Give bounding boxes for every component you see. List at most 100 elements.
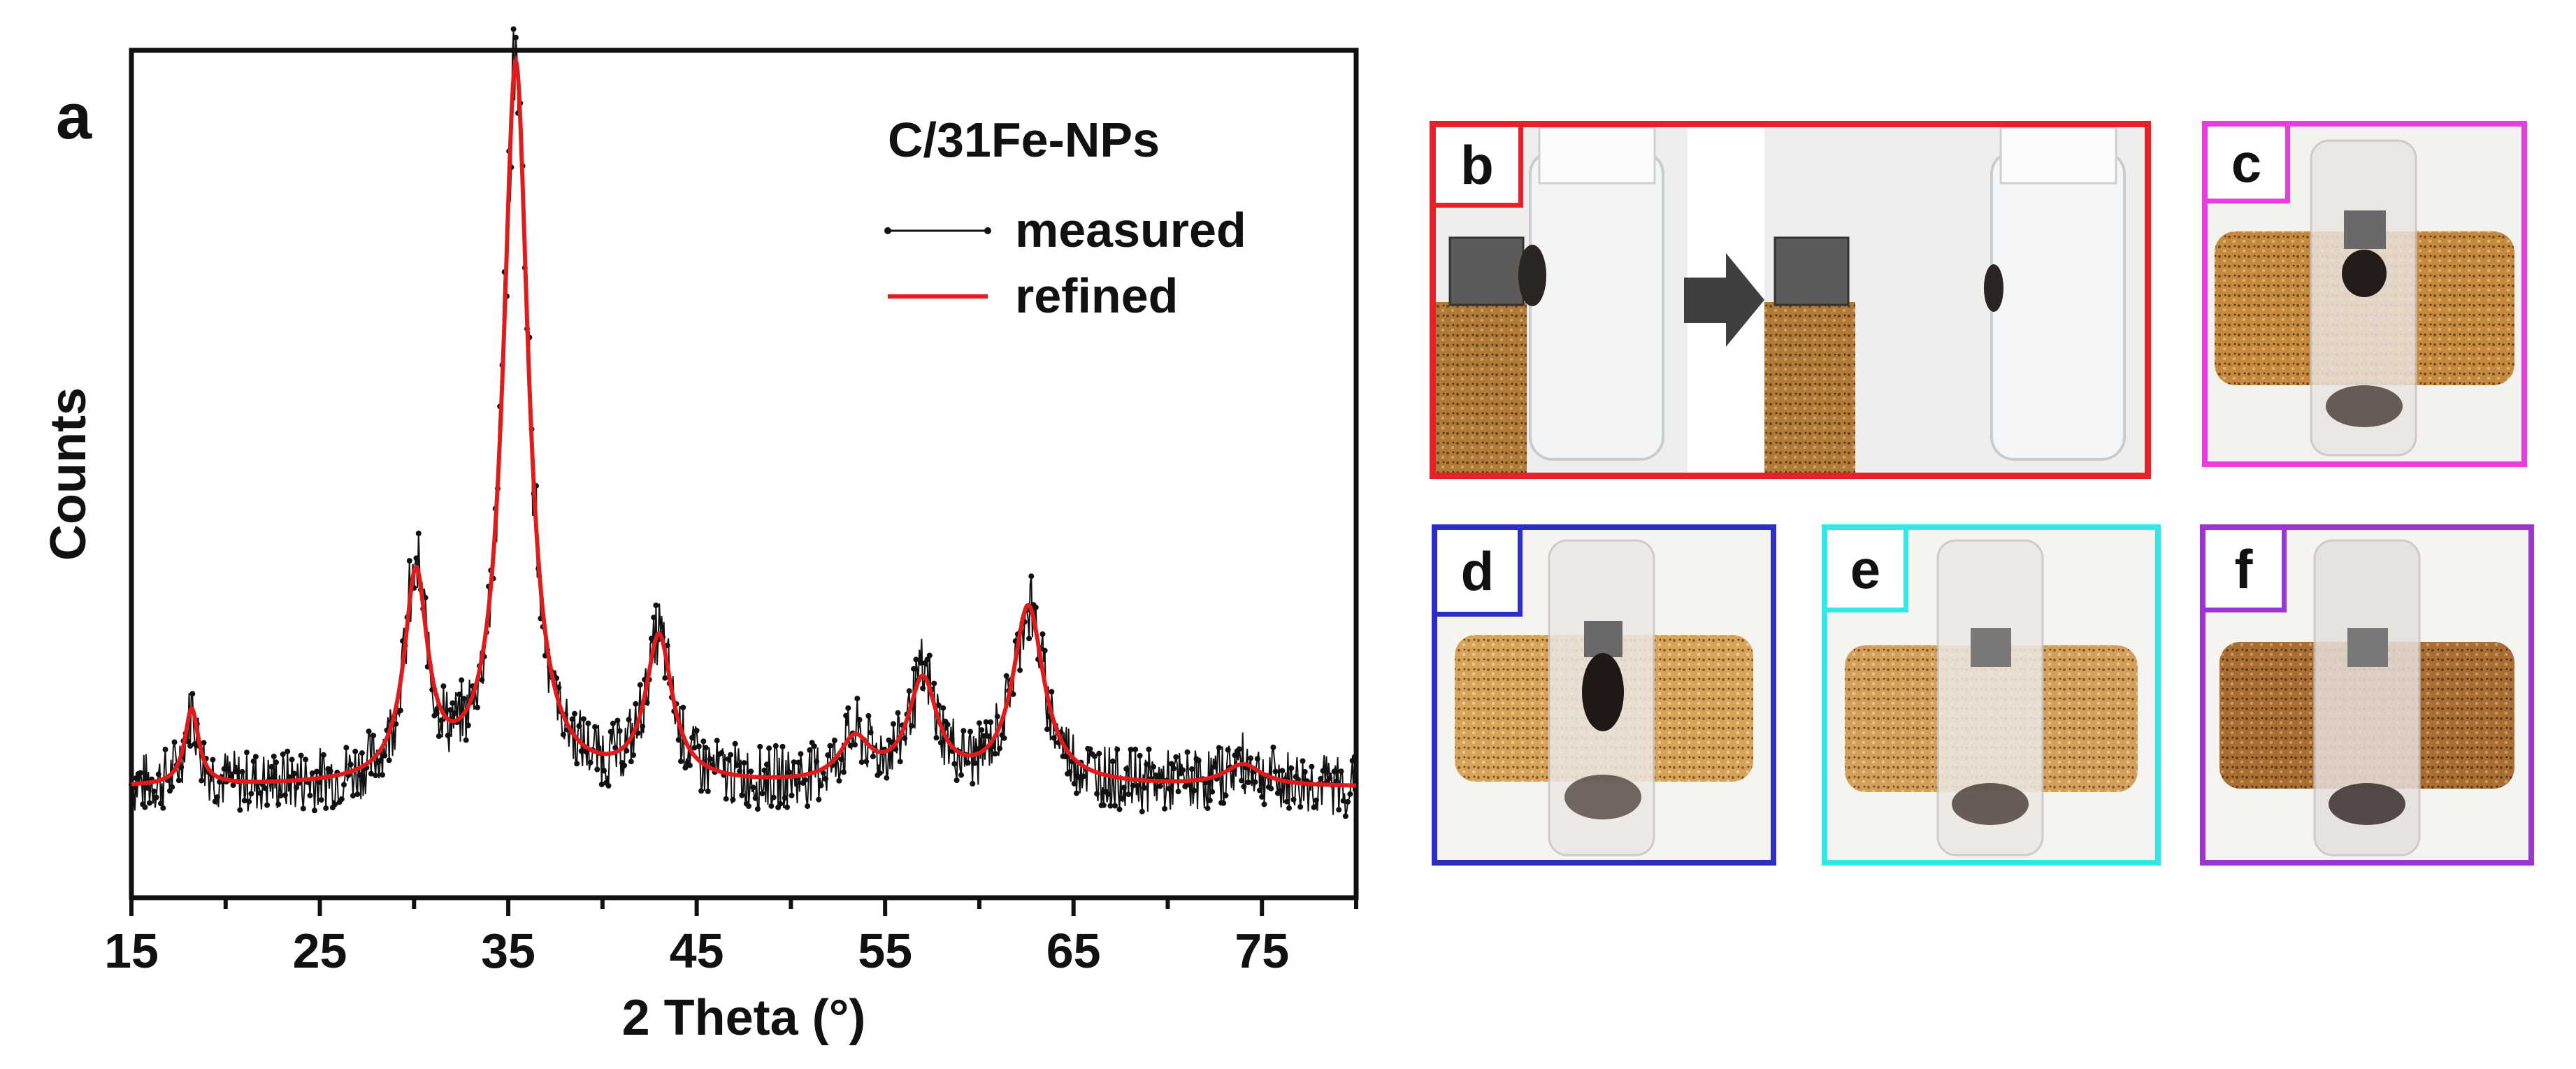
measured-point	[698, 788, 705, 794]
measured-point	[908, 723, 914, 729]
measured-point	[1211, 763, 1218, 770]
measured-point	[818, 782, 824, 789]
measured-point	[598, 782, 605, 787]
photo-panel-f: f	[2200, 524, 2534, 866]
measured-point	[779, 743, 786, 749]
measured-point	[327, 768, 333, 774]
measured-point	[264, 802, 271, 808]
measured-point	[155, 771, 161, 777]
measured-point	[784, 804, 790, 810]
measured-point	[406, 558, 412, 564]
measured-point	[133, 775, 139, 782]
measured-point	[1042, 647, 1048, 654]
measured-point	[607, 729, 614, 735]
measured-point	[210, 756, 216, 763]
measured-point	[1207, 797, 1213, 803]
measured-point	[201, 740, 207, 746]
measured-point	[1347, 791, 1353, 797]
measured-point	[823, 776, 828, 782]
measured-point	[354, 791, 361, 798]
measured-point	[239, 768, 245, 775]
measured-point	[261, 785, 268, 791]
measured-point	[1107, 803, 1114, 809]
measured-point	[1175, 789, 1181, 795]
vial-cork-photo-icon	[1437, 530, 1771, 860]
measured-point	[1080, 773, 1086, 780]
measured-point	[1114, 746, 1121, 752]
measured-point	[1257, 787, 1262, 794]
measured-point	[312, 808, 317, 814]
measured-point	[714, 738, 720, 744]
measured-point	[273, 759, 279, 766]
measured-point	[192, 741, 198, 747]
measured-point	[300, 805, 306, 812]
measured-point	[920, 685, 926, 691]
measured-point	[316, 779, 322, 785]
measured-point	[1186, 782, 1193, 788]
measured-point	[230, 782, 236, 788]
measured-point	[967, 729, 973, 735]
measured-point	[280, 751, 286, 757]
measured-point	[1270, 745, 1276, 750]
measured-point	[757, 743, 763, 749]
measured-point	[1151, 763, 1156, 770]
measured-point	[1125, 791, 1132, 798]
measured-point	[802, 777, 808, 783]
measured-point	[1338, 768, 1344, 775]
measured-point	[1327, 775, 1333, 782]
measured-point	[1286, 805, 1292, 811]
panel-label-c: c	[2208, 127, 2290, 203]
measured-point	[298, 752, 304, 759]
measured-point	[382, 752, 388, 759]
measured-point	[624, 747, 630, 754]
legend: measured refined	[884, 203, 1246, 323]
panel-label-e: e	[1827, 530, 1908, 612]
measured-point	[1216, 745, 1222, 751]
panel-label-f: f	[2206, 530, 2287, 612]
measured-point	[979, 727, 985, 733]
measured-point	[854, 696, 861, 702]
measured-point	[343, 745, 350, 751]
measured-point	[891, 721, 896, 727]
measured-point	[725, 756, 731, 762]
measured-point	[911, 666, 917, 672]
measured-point	[151, 788, 157, 794]
measured-point	[178, 764, 185, 770]
measured-point	[951, 761, 958, 767]
measured-point	[748, 768, 754, 775]
measured-point	[587, 759, 593, 766]
measured-point	[766, 745, 772, 752]
measured-point	[870, 754, 876, 759]
measured-point	[438, 717, 445, 724]
measured-point	[637, 682, 643, 688]
measured-point	[805, 803, 811, 810]
measured-point	[1132, 746, 1139, 752]
measured-point	[976, 720, 982, 726]
measured-point	[913, 657, 919, 663]
measured-point	[741, 760, 747, 766]
measured-point	[237, 807, 243, 813]
measured-point	[1225, 747, 1231, 753]
y-axis-label: Counts	[41, 387, 96, 561]
measured-point	[252, 754, 259, 760]
measured-point	[1252, 779, 1258, 785]
measured-point	[1067, 769, 1073, 775]
measured-point	[1128, 747, 1134, 753]
measured-point	[246, 798, 252, 805]
measured-point	[1191, 787, 1197, 794]
measured-point	[1076, 774, 1082, 780]
measured-point	[1094, 791, 1100, 797]
measured-point	[605, 782, 612, 789]
measured-point	[142, 804, 148, 810]
measured-point	[1245, 780, 1251, 785]
measured-point	[992, 751, 998, 757]
measured-point	[631, 752, 637, 758]
measured-point	[1313, 797, 1319, 803]
measured-point	[1100, 802, 1107, 808]
measured-point	[1268, 785, 1274, 791]
x-tick-label: 45	[670, 924, 724, 978]
measured-point	[153, 794, 159, 801]
measured-point	[994, 713, 1000, 719]
measured-point	[1121, 784, 1127, 791]
measured-point	[357, 772, 363, 778]
